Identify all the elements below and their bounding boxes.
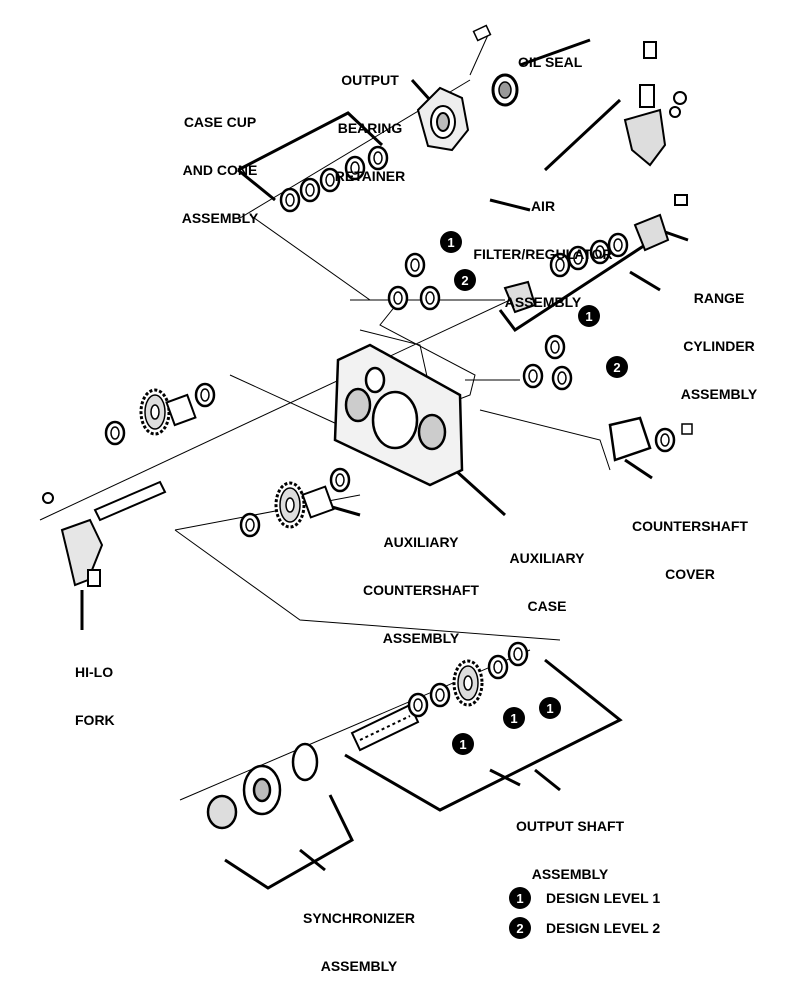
synchronizer-part: [206, 742, 319, 830]
design-level-badges: 1 2 1 2 1 1 1: [440, 231, 628, 755]
label-output-bearing-retainer: OUTPUT BEARING RETAINER: [334, 72, 406, 184]
hi-lo-fork-part: [42, 480, 167, 587]
oil-seal-part: [491, 73, 519, 107]
exploded-diagram: 1 2 1 2 1 1 1 1 2 OIL SEAL OUTPUT BEARIN…: [39, 24, 758, 974]
svg-text:1: 1: [546, 701, 553, 716]
label-auxiliary-countershaft: AUXILIARY COUNTERSHAFT ASSEMBLY: [363, 534, 479, 646]
label-case-cup-and-cone: CASE CUP AND CONE ASSEMBLY: [181, 114, 259, 226]
label-oil-seal: OIL SEAL: [518, 54, 583, 70]
label-air-filter-regulator: AIR FILTER/REGULATOR ASSEMBLY: [473, 198, 613, 310]
legend-design-level-2: DESIGN LEVEL 2: [546, 920, 661, 936]
label-hi-lo-fork: HI-LO FORK: [75, 664, 115, 728]
svg-text:1: 1: [516, 891, 523, 906]
svg-text:2: 2: [461, 273, 468, 288]
svg-text:2: 2: [516, 921, 523, 936]
label-auxiliary-case: AUXILIARY CASE: [509, 550, 585, 614]
label-range-cylinder: RANGE CYLINDER ASSEMBLY: [680, 290, 758, 402]
legend-design-level-1: DESIGN LEVEL 1: [546, 890, 661, 906]
output-bearing-retainer-part: [416, 86, 470, 152]
auxiliary-case-part: [333, 343, 464, 487]
svg-text:2: 2: [613, 360, 620, 375]
label-synchronizer: SYNCHRONIZER ASSEMBLY: [302, 910, 415, 974]
label-output-shaft: OUTPUT SHAFT ASSEMBLY: [515, 818, 625, 882]
label-countershaft-cover: COUNTERSHAFT COVER: [632, 518, 748, 582]
legend-badges: 1 2: [509, 887, 531, 939]
air-filter-part: [623, 41, 687, 167]
diagram-drawing: 1 2 1 2 1 1 1 1 2: [39, 24, 693, 939]
svg-text:1: 1: [510, 711, 517, 726]
svg-text:1: 1: [447, 235, 454, 250]
countershaft-cover-part: [608, 416, 652, 462]
output-shaft-part: [350, 703, 420, 752]
svg-text:1: 1: [459, 737, 466, 752]
svg-text:1: 1: [585, 309, 592, 324]
